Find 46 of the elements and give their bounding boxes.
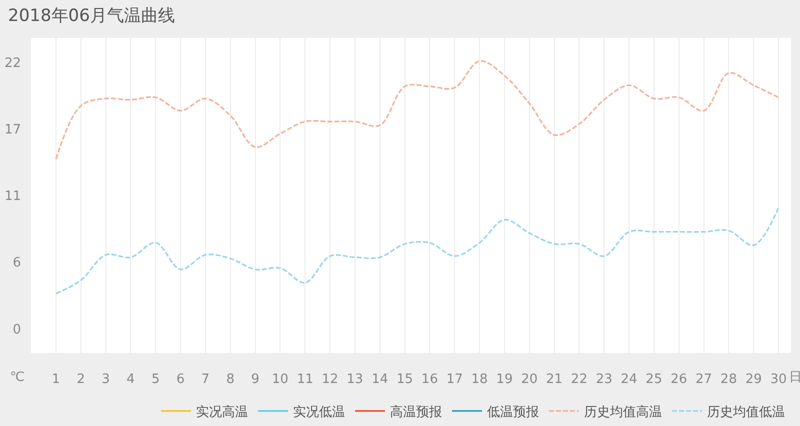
legend-label: 实况高温	[196, 404, 248, 420]
x-tick-label: 29	[745, 372, 762, 387]
y-tick-label: 17	[4, 122, 21, 138]
x-tick-label: 24	[620, 372, 638, 387]
x-tick-label: 27	[696, 372, 712, 387]
x-tick-label: 14	[372, 372, 388, 387]
x-tick-label: 30	[770, 372, 787, 387]
x-tick-label: 8	[226, 372, 234, 387]
x-tick-label: 16	[421, 372, 438, 387]
x-tick-label: 19	[496, 372, 513, 387]
x-tick-label: 22	[570, 372, 588, 387]
x-tick-label: 28	[720, 372, 737, 387]
legend-label: 实况低温	[293, 405, 345, 420]
x-tick-label: 2	[76, 372, 85, 387]
legend-label: 历史均值低温	[707, 405, 785, 420]
x-tick-label: 9	[251, 372, 260, 387]
x-axis-title: 日	[789, 370, 800, 385]
x-tick-label: 23	[596, 372, 612, 387]
x-tick-label: 18	[471, 372, 488, 387]
y-tick-label: 22	[4, 56, 21, 71]
x-tick-label: 12	[322, 372, 338, 387]
x-tick-label: 6	[176, 372, 185, 387]
y-tick-label: 0	[12, 322, 21, 338]
x-tick-label: 10	[272, 372, 288, 387]
x-tick-label: 25	[646, 372, 662, 387]
x-tick-label: 3	[102, 372, 110, 387]
x-tick-label: 17	[446, 372, 463, 387]
y-axis-title: ℃	[10, 370, 25, 385]
x-tick-label: 5	[151, 372, 160, 387]
x-tick-label: 26	[670, 372, 688, 387]
legend-label: 高温预报	[390, 404, 442, 420]
x-tick-label: 20	[521, 372, 538, 387]
x-tick-label: 4	[126, 372, 135, 387]
y-tick-label: 11	[4, 189, 21, 204]
legend-label: 低温预报	[487, 405, 539, 420]
line-series	[55, 206, 780, 294]
x-tick-label: 11	[296, 372, 314, 387]
chart-title: 2018年06月气温曲线	[8, 6, 175, 26]
x-tick-label: 7	[201, 372, 210, 387]
line-series	[55, 60, 780, 160]
x-tick-label: 15	[396, 372, 414, 387]
x-tick-label: 21	[546, 372, 563, 387]
x-tick-label: 13	[346, 372, 364, 387]
y-tick-label: 6	[12, 256, 21, 271]
x-tick-label: 1	[52, 372, 60, 387]
legend-label: 历史均值高温	[584, 404, 662, 420]
